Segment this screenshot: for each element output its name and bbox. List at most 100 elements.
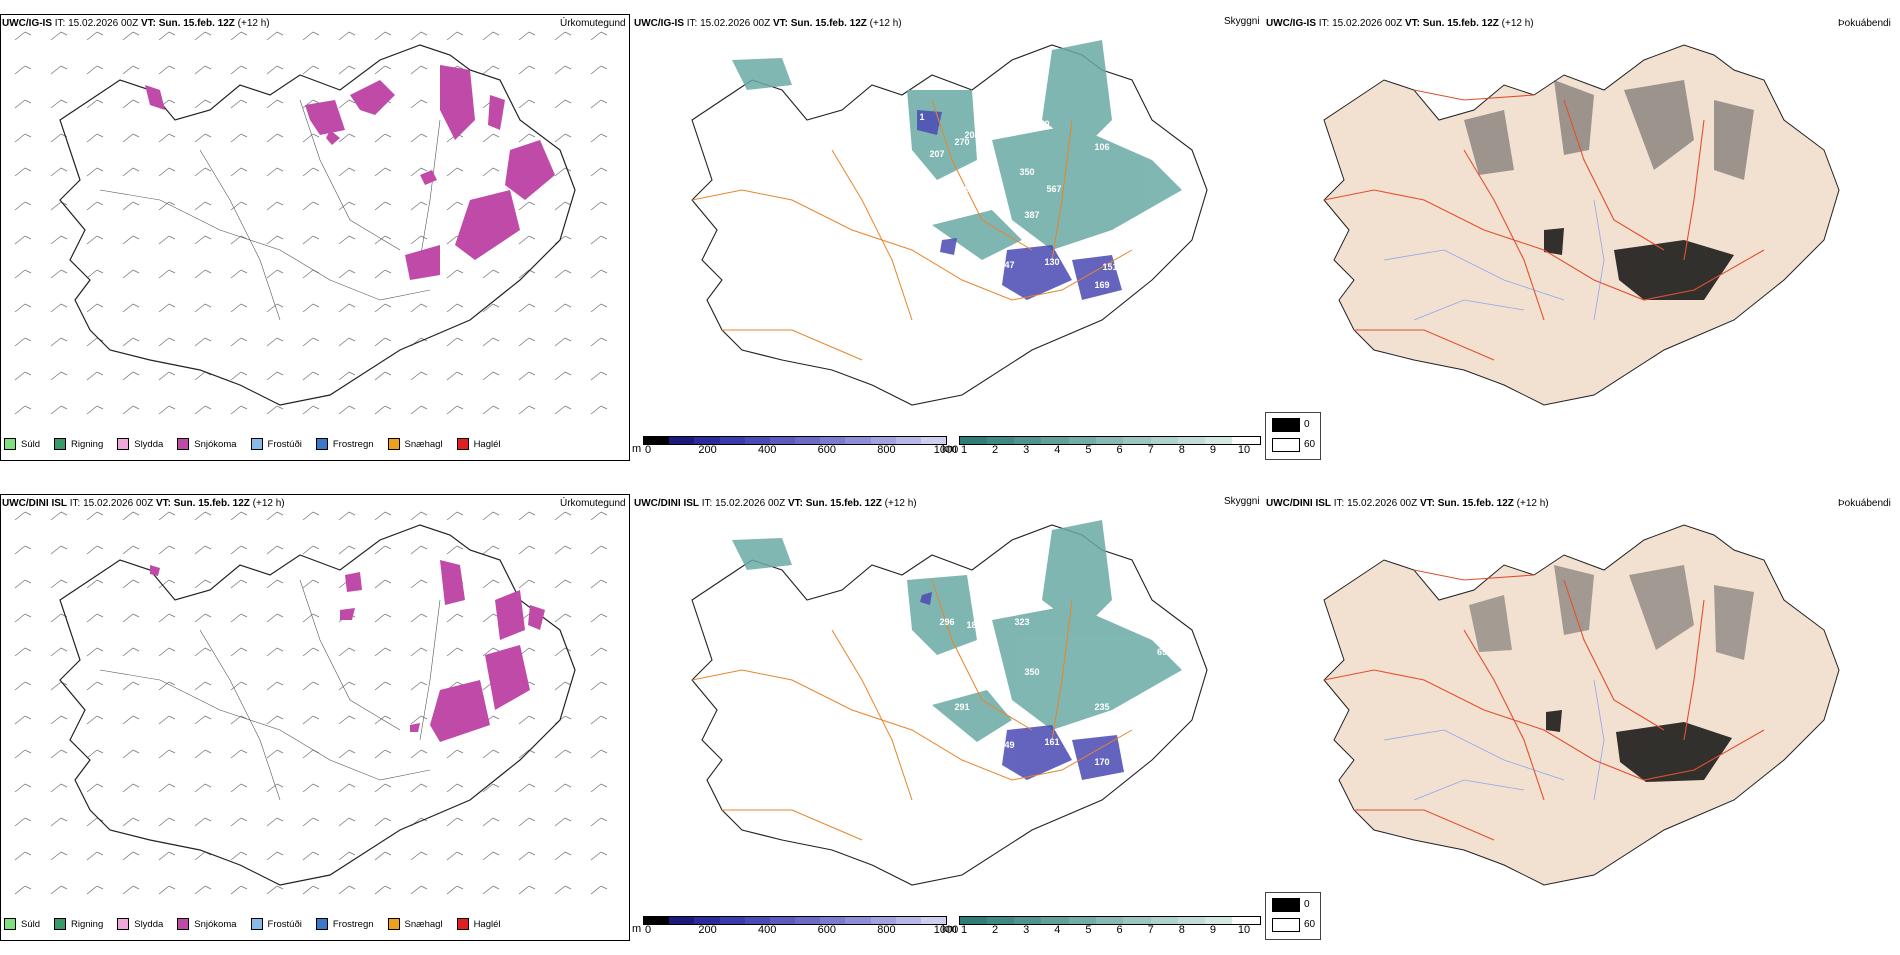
visibility-value-label: 170	[1094, 757, 1109, 767]
fog-index-map	[1323, 44, 1840, 406]
wind-barb	[194, 65, 212, 75]
visibility-map: 17 300 296 182 323 380 69 350 291 235 34 149 161 170 1…	[691, 520, 1208, 886]
wind-barb	[266, 133, 284, 143]
wind-barb	[554, 511, 572, 521]
visibility-value-label: 69	[1157, 647, 1167, 657]
wind-barb	[14, 613, 32, 623]
wind-barb	[446, 269, 464, 279]
panel-header: UWC/DINI ISL IT: 15.02.2026 00Z VT: Sun.…	[2, 498, 285, 509]
colorbar-tick-label: 8	[1178, 444, 1185, 456]
wind-barb	[158, 235, 176, 245]
wind-barb	[266, 749, 284, 759]
panel-title: Skyggni	[1224, 496, 1260, 507]
colorbar-cell	[795, 437, 821, 444]
wind-barb	[266, 99, 284, 109]
dense-fog	[1544, 228, 1734, 300]
legend-item: Snæhagl	[387, 918, 443, 930]
wind-barb	[50, 235, 68, 245]
wind-barb	[194, 749, 212, 759]
wind-barb	[230, 269, 248, 279]
wind-barb	[122, 337, 140, 347]
wind-barb	[86, 715, 104, 725]
wind-barb	[230, 885, 248, 895]
wind-barb	[266, 613, 284, 623]
wind-barb	[122, 885, 140, 895]
visibility-value-label: 1	[919, 112, 924, 122]
wind-barb	[374, 235, 392, 245]
wind-barb	[50, 167, 68, 177]
wind-barb	[14, 851, 32, 861]
colorbar-tick-label: 4	[1054, 924, 1061, 936]
wind-barb	[482, 817, 500, 827]
iceland-coastline	[691, 524, 1208, 886]
wind-barb	[194, 269, 212, 279]
fog-legend-value-60: 60	[1304, 439, 1316, 450]
wind-barb	[410, 681, 428, 691]
visibility-value-label: 207	[929, 149, 944, 159]
wind-barb	[302, 269, 320, 279]
wind-barb	[50, 405, 68, 415]
wind-barb	[86, 269, 104, 279]
wind-barb	[338, 133, 356, 143]
visibility-value-label: 350	[1034, 119, 1049, 129]
legend-label: Frostregn	[332, 918, 374, 930]
wind-barb	[302, 647, 320, 657]
wind-barb	[14, 269, 32, 279]
wind-barb	[590, 851, 608, 861]
wind-barb	[554, 681, 572, 691]
colorbar-tick-label: 1000	[933, 924, 959, 936]
wind-barb	[50, 511, 68, 521]
colorbar-tick-label: 7	[1147, 444, 1154, 456]
legend-swatch	[177, 918, 190, 930]
wind-barb	[158, 269, 176, 279]
visibility-value-label: 270	[954, 137, 969, 147]
wind-barb	[554, 885, 572, 895]
wind-barb	[14, 817, 32, 827]
colorbar-tick-label: 4	[1054, 444, 1061, 456]
fog-legend-value-60: 60	[1304, 919, 1316, 930]
wind-barb	[590, 749, 608, 759]
very-low-visibility-purple	[917, 110, 1122, 300]
wind-barb	[194, 303, 212, 313]
fog-legend-swatch-0	[1272, 898, 1300, 912]
wind-barb	[14, 511, 32, 521]
wind-barb	[410, 405, 428, 415]
fog-legend-value-0: 0	[1304, 419, 1310, 430]
wind-barb	[230, 545, 248, 555]
legend-label: Snæhagl	[404, 918, 443, 930]
roads-network	[99, 579, 441, 801]
wind-barb	[410, 783, 428, 793]
wind-barb	[14, 405, 32, 415]
wind-barb	[50, 269, 68, 279]
wind-barb	[590, 337, 608, 347]
colorbar-cell	[920, 437, 947, 444]
wind-barb	[410, 613, 428, 623]
wind-barb	[122, 133, 140, 143]
wind-barb	[446, 647, 464, 657]
precip-map	[14, 511, 608, 895]
wind-barb	[230, 337, 248, 347]
panel-frame	[0, 494, 630, 941]
wind-barb	[410, 647, 428, 657]
wind-barb	[374, 167, 392, 177]
panel-title: Þokuábendi	[1838, 498, 1891, 509]
wind-barb	[14, 371, 32, 381]
wind-barb	[518, 303, 536, 313]
wind-barb	[518, 817, 536, 827]
wind-barb	[482, 371, 500, 381]
iceland-land-fill	[1323, 524, 1840, 886]
wind-barb	[482, 579, 500, 589]
wind-barb	[230, 647, 248, 657]
colorbar-cell	[744, 437, 770, 444]
wind-barb	[122, 303, 140, 313]
wind-barb	[266, 545, 284, 555]
colorbar-cell	[694, 437, 720, 444]
wind-barb	[230, 579, 248, 589]
colorbar-cell	[820, 437, 846, 444]
wind-barb	[518, 783, 536, 793]
colorbar-cell	[769, 437, 796, 444]
wind-barb	[194, 783, 212, 793]
colorbar-cell	[1205, 917, 1233, 924]
wind-barb	[122, 851, 140, 861]
wind-barb	[158, 647, 176, 657]
